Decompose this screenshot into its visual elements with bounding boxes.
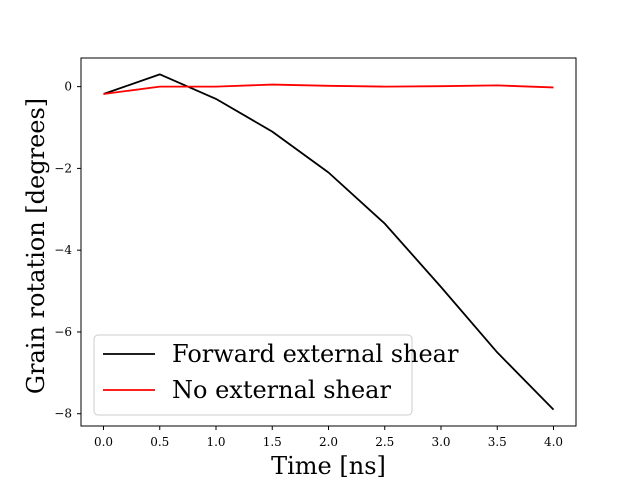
legend-label-2: No external shear: [172, 376, 391, 404]
x-tick-label: 3.5: [488, 435, 507, 449]
y-tick-label: −2: [54, 161, 72, 175]
y-axis-label: Grain rotation [degrees]: [22, 98, 50, 394]
y-tick-label: −4: [54, 243, 72, 257]
series-line-1: [103, 73, 555, 411]
x-tick-label: 2.0: [319, 435, 338, 449]
ticks-layer: 0.0 0.5 1.0 1.5 2.0 2.5 3.0 3.5 4.0 0 −2 −4 −6 −8: [54, 80, 563, 449]
x-axis-label: Time [ns]: [271, 452, 386, 480]
plot-frame: [80, 57, 577, 427]
y-tick-label: 0: [64, 80, 72, 94]
legend-box: [93, 334, 413, 416]
y-tick-label: −6: [54, 325, 72, 339]
x-tick-label: 0.0: [94, 435, 113, 449]
x-tick-label: 4.0: [544, 435, 563, 449]
x-tick-label: 3.0: [431, 435, 450, 449]
x-tick-label: 0.5: [150, 435, 169, 449]
x-tick-label: 2.5: [375, 435, 394, 449]
x-tick-label: 1.5: [263, 435, 282, 449]
legend: Forward external shear No external shear: [93, 334, 459, 416]
x-tick-label: 1.0: [206, 435, 225, 449]
legend-label-1: Forward external shear: [172, 340, 459, 368]
series-line-2: [103, 83, 554, 95]
y-tick-label: −8: [54, 407, 72, 421]
series-layer: [103, 73, 555, 411]
